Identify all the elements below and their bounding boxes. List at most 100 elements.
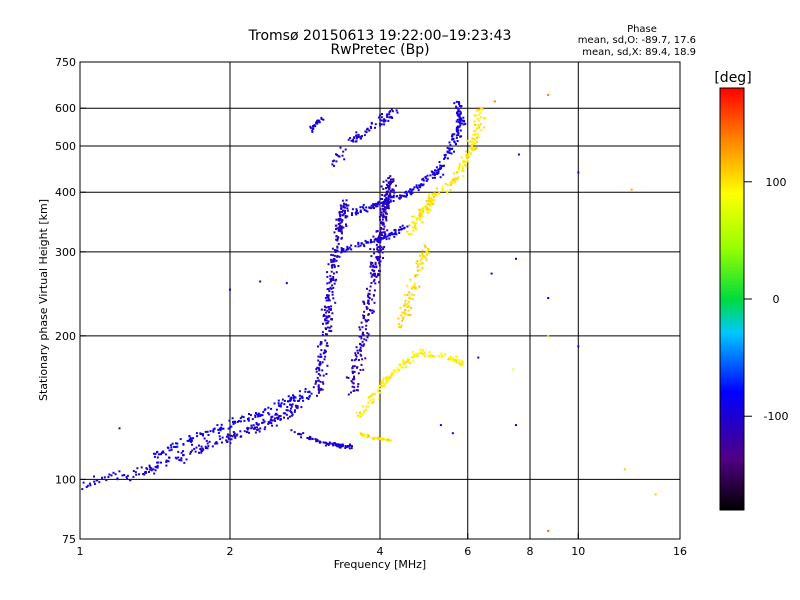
echo-point <box>434 176 436 179</box>
echo-point <box>462 362 465 365</box>
echo-point <box>357 242 360 245</box>
echo-point <box>252 427 255 430</box>
echo-point <box>293 410 296 413</box>
echo-point <box>374 263 377 266</box>
echo-point <box>363 316 365 319</box>
echo-point <box>331 312 334 315</box>
echo-point <box>380 249 383 252</box>
echo-point <box>371 437 374 440</box>
echo-point <box>93 475 95 478</box>
echo-point <box>359 432 362 435</box>
echo-point <box>145 467 148 470</box>
echo-point <box>330 325 333 328</box>
echo-point <box>274 419 277 422</box>
echo-point <box>450 180 453 183</box>
echo-point <box>321 369 324 372</box>
echo-point <box>357 359 360 361</box>
echo-point <box>406 357 409 360</box>
echo-point <box>360 135 363 138</box>
echo-point <box>275 408 278 411</box>
echo-point <box>371 402 374 405</box>
echo-point <box>222 427 225 430</box>
echo-point <box>351 385 354 388</box>
echo-point <box>399 196 402 199</box>
echo-point <box>387 202 390 205</box>
echo-point <box>290 429 293 432</box>
echo-point <box>391 188 394 191</box>
echo-point <box>329 258 332 261</box>
echo-point <box>383 119 386 122</box>
echo-point <box>371 298 374 301</box>
echo-point <box>343 212 346 214</box>
echo-point <box>547 93 550 96</box>
echo-point <box>420 212 423 215</box>
echo-point <box>392 200 395 202</box>
echo-point <box>156 461 159 464</box>
echo-point <box>451 432 454 435</box>
echo-point <box>358 349 361 352</box>
echo-point <box>380 213 383 216</box>
echo-point <box>426 207 429 209</box>
echo-point <box>271 419 274 422</box>
echo-point <box>340 230 343 233</box>
echo-point <box>149 468 152 471</box>
echo-point <box>203 437 206 440</box>
echo-point <box>430 202 433 205</box>
echo-point <box>378 235 380 238</box>
echo-point <box>277 399 280 402</box>
echo-point <box>386 183 388 186</box>
echo-point <box>380 237 383 240</box>
echo-point <box>257 415 260 418</box>
echo-point <box>444 153 447 156</box>
echo-point <box>478 120 481 122</box>
echo-point <box>326 275 329 278</box>
echo-point <box>333 260 336 263</box>
echo-point <box>294 404 297 407</box>
echo-point <box>390 178 393 181</box>
echo-point <box>369 272 372 275</box>
echo-point <box>323 309 326 311</box>
echo-point <box>148 464 151 467</box>
echo-point <box>474 130 477 133</box>
echo-point <box>388 116 391 119</box>
echo-point <box>343 250 346 253</box>
echo-point <box>326 316 329 319</box>
echo-point <box>188 435 191 437</box>
echo-point <box>318 364 321 367</box>
echo-point <box>377 236 380 239</box>
echo-point <box>232 431 235 433</box>
echo-point <box>416 274 419 276</box>
echo-point <box>250 424 253 427</box>
echo-point <box>254 412 257 414</box>
echo-point <box>385 215 388 218</box>
echo-point <box>466 158 469 161</box>
echo-point <box>378 262 381 265</box>
echo-point <box>362 331 364 334</box>
echo-point <box>446 146 449 149</box>
echo-point <box>217 432 220 434</box>
echo-point <box>427 247 430 250</box>
echo-point <box>456 131 459 134</box>
echo-point <box>381 222 384 225</box>
echo-point <box>273 417 276 420</box>
echo-point <box>369 241 372 244</box>
echo-point <box>341 214 344 217</box>
echo-point <box>452 179 455 182</box>
echo-point <box>400 324 403 327</box>
echo-point <box>359 411 361 414</box>
echo-point <box>456 111 459 114</box>
echo-point <box>430 354 433 357</box>
echo-point <box>455 177 458 179</box>
echo-point <box>356 349 359 352</box>
echo-point <box>317 367 320 369</box>
echo-point <box>379 214 382 217</box>
echo-point <box>328 442 331 445</box>
echo-point <box>220 423 223 426</box>
echo-point <box>148 466 151 469</box>
echo-point <box>458 114 461 117</box>
echo-point <box>381 379 384 382</box>
echo-point <box>429 174 432 177</box>
echo-point <box>153 452 155 455</box>
echo-point <box>342 226 345 229</box>
echo-point <box>315 368 318 371</box>
